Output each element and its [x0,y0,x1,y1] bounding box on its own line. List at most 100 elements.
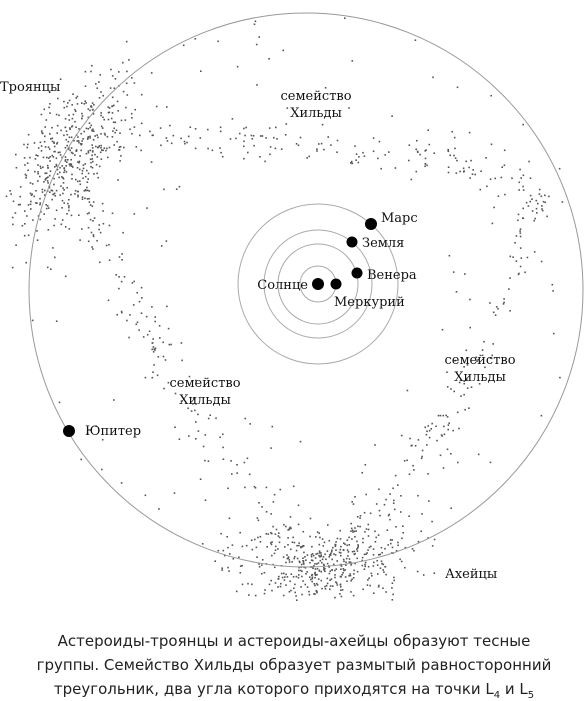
asteroid [65,171,68,173]
asteroid [362,588,364,591]
asteroid [126,319,128,322]
asteroid [110,68,112,71]
asteroid [308,590,310,593]
asteroid [348,575,350,577]
asteroid [274,147,277,150]
asteroid [72,166,74,168]
asteroid [535,199,538,202]
asteroid [329,579,331,581]
asteroid [326,562,329,565]
asteroid [361,472,363,474]
asteroid [191,403,194,405]
asteroid [29,192,32,195]
asteroid [525,201,528,204]
asteroid [401,537,403,540]
asteroid [353,569,355,572]
asteroid [402,525,404,527]
asteroid [119,160,121,162]
asteroid [308,576,311,578]
asteroid [447,150,450,153]
asteroid [270,513,272,515]
asteroid [448,422,450,424]
asteroid [42,166,44,169]
asteroid [299,569,302,572]
asteroid [199,478,202,480]
asteroid [102,94,104,97]
asteroid [89,109,91,112]
asteroid [47,157,50,159]
asteroid [94,135,96,137]
asteroid [529,194,532,197]
asteroid [59,171,61,174]
asteroid [316,150,318,152]
asteroid [278,575,280,578]
asteroid [426,444,428,446]
asteroid [44,146,47,148]
asteroid [382,563,385,566]
asteroid [283,572,285,575]
asteroid [409,437,411,440]
asteroid [92,128,94,131]
asteroid [126,94,129,96]
asteroid [10,193,12,195]
asteroid [462,167,465,170]
asteroid [350,527,353,530]
asteroid [56,143,58,145]
asteroid [74,193,76,195]
asteroid [68,163,71,165]
asteroid [43,140,46,143]
asteroid [300,545,302,548]
asteroid [350,530,352,532]
asteroid [369,584,371,587]
asteroid [71,178,73,180]
asteroid [49,133,51,135]
asteroid [86,198,89,200]
asteroid [375,503,378,505]
asteroid [374,541,377,543]
asteroid [336,139,339,142]
asteroid [238,132,241,135]
asteroid [316,591,318,594]
asteroid [484,366,486,369]
asteroid [399,558,401,561]
asteroid [57,97,59,100]
asteroid [524,271,526,274]
caption-text: треугольник, два угла которого приходятс… [54,680,495,698]
asteroid [63,134,65,137]
asteroid [297,576,300,579]
asteroid [151,134,154,137]
asteroid [323,566,325,569]
asteroid [135,146,138,148]
asteroid [64,156,67,158]
asteroid [439,454,442,457]
asteroid [515,235,518,237]
asteroid [316,552,319,555]
asteroid [336,537,339,540]
asteroid [157,356,160,358]
asteroid [424,150,426,152]
asteroid [105,149,107,152]
asteroid [15,153,17,156]
asteroid [376,564,379,566]
asteroid [82,177,84,180]
asteroid [468,131,471,134]
asteroid [83,130,85,133]
asteroid [380,167,382,170]
asteroid [340,586,342,588]
venus [351,267,363,279]
asteroid [149,130,151,133]
asteroid [55,189,58,192]
asteroid [75,150,78,152]
asteroid [89,137,91,139]
asteroid [51,154,53,157]
asteroid [68,228,71,230]
asteroid [336,151,338,153]
asteroid [344,569,346,571]
asteroid [261,135,264,137]
asteroid [456,159,458,162]
asteroid [192,397,195,400]
asteroid [344,543,346,545]
asteroid [261,564,263,566]
asteroid [68,147,70,149]
asteroid [162,355,165,358]
